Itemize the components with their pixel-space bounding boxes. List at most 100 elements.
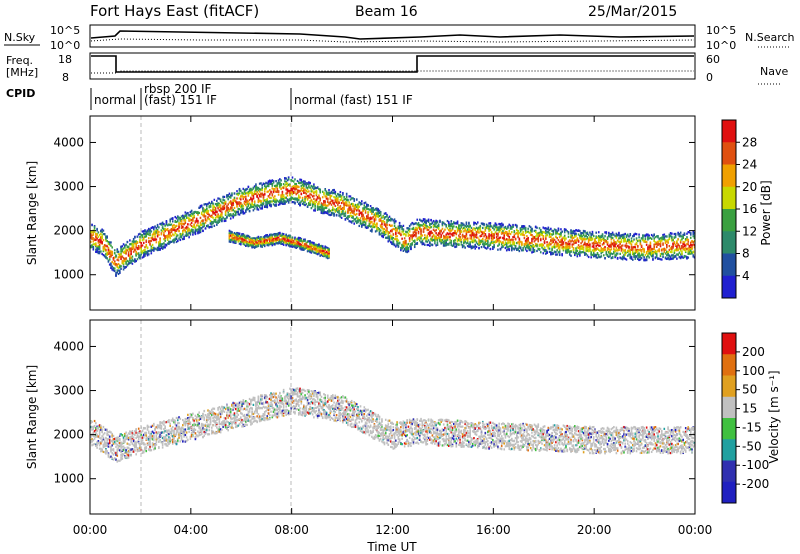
- echo-cell: [634, 257, 637, 260]
- echo-cell: [531, 241, 533, 245]
- echo-cell: [234, 211, 237, 214]
- echo-cell: [122, 257, 125, 260]
- echo-cell: [362, 209, 364, 213]
- echo-cell: [326, 212, 329, 215]
- echo-cell: [101, 234, 103, 237]
- echo-cell: [232, 198, 235, 202]
- echo-cell: [325, 190, 328, 193]
- echo-cell: [629, 242, 632, 245]
- echo-cell: [417, 221, 420, 225]
- echo-cell: [524, 227, 527, 231]
- echo-cell: [626, 238, 629, 241]
- echo-cell: [296, 200, 299, 203]
- echo-cell: [112, 262, 115, 265]
- echo-cell: [672, 239, 674, 242]
- echo-cell: [475, 233, 478, 236]
- echo-cell: [363, 216, 366, 219]
- echo-cell: [492, 237, 494, 240]
- echo-cell: [261, 187, 264, 191]
- echo-cell: [642, 254, 644, 257]
- echo-cell: [647, 233, 649, 236]
- echo-cell: [521, 233, 523, 236]
- echo-cell: [600, 239, 603, 242]
- echo-cell: [98, 233, 101, 237]
- echo-cell: [218, 219, 221, 222]
- echo-cell: [605, 250, 608, 254]
- echo-cell: [545, 232, 547, 235]
- echo-cell: [568, 245, 571, 248]
- echo-cell: [217, 219, 219, 222]
- echo-cell: [422, 238, 425, 241]
- echo-cell: [473, 227, 475, 230]
- echo-cell: [339, 195, 342, 198]
- echo-cell: [124, 266, 126, 269]
- echo-cell: [453, 242, 455, 245]
- echo-cell: [378, 209, 381, 212]
- echo-cell: [581, 238, 584, 241]
- echo-cell: [493, 236, 495, 239]
- echo-cell: [514, 244, 517, 248]
- echo-cell: [352, 202, 354, 206]
- echo-cell: [422, 228, 425, 231]
- echo-cell: [459, 235, 461, 239]
- echo-cell: [192, 228, 194, 232]
- echo-cell: [97, 231, 100, 234]
- echo-cell: [218, 205, 221, 209]
- echo-cell: [410, 223, 412, 226]
- echo-cell: [447, 222, 450, 225]
- echo-cell: [586, 237, 589, 240]
- echo-cell: [436, 224, 439, 228]
- echo-cell: [211, 215, 213, 218]
- echo-cell: [257, 197, 260, 200]
- echo-cell: [626, 234, 629, 237]
- echo-cell: [654, 236, 657, 239]
- echo-cell: [416, 241, 419, 245]
- echo-cell: [498, 230, 500, 233]
- echo-cell: [247, 208, 250, 211]
- echo-cell: [253, 203, 256, 206]
- echo-cell: [239, 237, 242, 240]
- echo-cell: [319, 199, 321, 202]
- echo-cell: [450, 243, 453, 247]
- echo-cell: [616, 252, 619, 255]
- echo-cell: [430, 222, 432, 226]
- echo-cell: [199, 226, 202, 229]
- echo-cell: [412, 240, 415, 243]
- echo-cell: [228, 208, 231, 211]
- echo-cell: [310, 188, 313, 191]
- echo-cell: [679, 235, 682, 238]
- echo-cell: [488, 225, 490, 228]
- echo-cell: [412, 226, 415, 229]
- echo-cell: [179, 218, 182, 221]
- echo-cell: [106, 239, 108, 243]
- echo-cell: [417, 230, 420, 233]
- echo-cell: [576, 255, 579, 258]
- echo-cell: [268, 193, 271, 196]
- echo-cell: [677, 248, 679, 251]
- echo-cell: [386, 224, 388, 227]
- echo-cell: [642, 235, 644, 239]
- echo-cell: [180, 235, 183, 238]
- echo-cell: [151, 234, 154, 238]
- echo-cell: [392, 227, 395, 231]
- echo-cell: [615, 249, 618, 252]
- echo-cell: [156, 248, 159, 252]
- echo-cell: [228, 213, 231, 216]
- echo-cell: [485, 239, 488, 242]
- echo-cell: [565, 245, 567, 249]
- echo-cell: [350, 211, 353, 214]
- echo-cell: [368, 219, 371, 222]
- echo-cell: [127, 248, 130, 251]
- echo-cell: [234, 239, 237, 242]
- echo-cell: [679, 256, 682, 259]
- echo-cell: [175, 220, 178, 224]
- echo-cell: [527, 243, 529, 246]
- echo-cell: [251, 188, 253, 191]
- echo-cell: [284, 180, 286, 183]
- echo-cell: [505, 245, 508, 248]
- echo-cell: [576, 239, 579, 242]
- echo-cell: [233, 239, 236, 242]
- echo-cell: [233, 210, 236, 213]
- echo-cell: [539, 231, 542, 235]
